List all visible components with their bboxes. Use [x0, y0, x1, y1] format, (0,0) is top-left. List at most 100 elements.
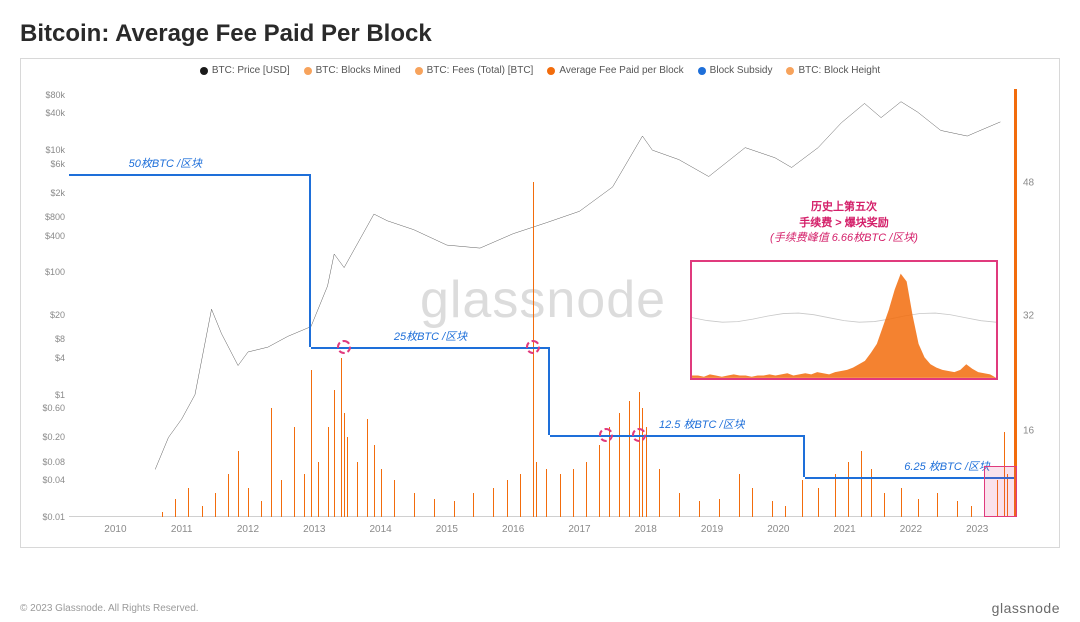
x-axis-tick: 2015	[436, 524, 458, 535]
legend-label: Average Fee Paid per Block	[559, 65, 683, 76]
fee-bar	[261, 501, 262, 517]
legend-item: BTC: Block Height	[786, 65, 880, 76]
inset-grey-line	[692, 313, 996, 322]
y-axis-tick: $0.04	[25, 475, 65, 485]
fee-bar	[520, 474, 521, 517]
x-axis-tick: 2017	[568, 524, 590, 535]
fee-bar	[785, 506, 786, 517]
legend-item: Average Fee Paid per Block	[547, 65, 683, 76]
fee-bar	[414, 493, 415, 517]
y-axis-tick: $2k	[25, 188, 65, 198]
fee-bar	[304, 474, 305, 517]
subsidy-segment	[69, 174, 311, 347]
fee-bar	[901, 488, 902, 517]
chart-frame: BTC: Price [USD] BTC: Blocks Mined BTC: Fe…	[20, 58, 1060, 548]
halving-label: 6.25 枚BTC /区块	[904, 458, 990, 474]
fee-bar	[957, 501, 958, 517]
fee-bar	[473, 493, 474, 517]
y-axis-tick: $20	[25, 310, 65, 320]
inset-title-line1: 历史上第五次	[770, 200, 918, 215]
y-axis-tick: $80k	[25, 90, 65, 100]
legend-swatch	[698, 67, 706, 75]
fee-bar	[175, 499, 176, 517]
fee-bar	[918, 499, 919, 517]
legend-label: BTC: Fees (Total) [BTC]	[427, 65, 534, 76]
annotation-circle	[526, 340, 540, 354]
halving-label: 12.5 枚BTC /区块	[659, 416, 745, 432]
fee-bar	[248, 488, 249, 517]
fee-bar	[347, 437, 348, 517]
y-axis-tick: $1	[25, 390, 65, 400]
fee-bar	[228, 474, 229, 517]
halving-label: 25枚BTC /区块	[394, 328, 467, 344]
chart-container: Bitcoin: Average Fee Paid Per Block BTC:…	[0, 0, 1080, 622]
fee-bar	[215, 493, 216, 517]
fee-bar	[546, 469, 547, 517]
legend-item: BTC: Fees (Total) [BTC]	[415, 65, 534, 76]
x-axis-tick: 2021	[834, 524, 856, 535]
fee-bar	[699, 501, 700, 517]
legend-swatch	[547, 67, 555, 75]
legend-label: Block Subsidy	[710, 65, 773, 76]
x-axis-tick: 2011	[171, 524, 193, 535]
subsidy-segment	[550, 435, 805, 477]
x-axis-tick: 2013	[303, 524, 325, 535]
fee-bar	[802, 480, 803, 517]
x-axis-tick: 2019	[701, 524, 723, 535]
legend-swatch	[304, 67, 312, 75]
y-axis-tick: $100	[25, 267, 65, 277]
fee-bar	[493, 488, 494, 517]
legend-swatch	[415, 67, 423, 75]
legend-item: BTC: Price [USD]	[200, 65, 290, 76]
inset-title: 历史上第五次 手续费 > 爆块奖励 (手续费峰值 6.66枚BTC /区块)	[770, 200, 918, 246]
x-axis-tick: 2018	[635, 524, 657, 535]
fee-bar	[536, 462, 537, 517]
fee-bar	[884, 493, 885, 517]
y-axis-tick: $400	[25, 231, 65, 241]
x-axis-tick: 2022	[900, 524, 922, 535]
fee-bar	[318, 462, 319, 517]
y2-axis-tick: 16	[1023, 426, 1051, 437]
fee-bar	[328, 427, 329, 517]
fee-bar	[679, 493, 680, 517]
legend-label: BTC: Blocks Mined	[316, 65, 401, 76]
fee-bar	[772, 501, 773, 517]
legend-swatch	[200, 67, 208, 75]
chart-title: Bitcoin: Average Fee Paid Per Block	[20, 20, 1060, 48]
y-axis-tick: $800	[25, 212, 65, 222]
fee-bar	[835, 474, 836, 517]
legend-label: BTC: Block Height	[798, 65, 880, 76]
annotation-circle	[337, 340, 351, 354]
inset-chart-svg	[692, 262, 996, 378]
fee-bar	[454, 501, 455, 517]
fee-bar	[188, 488, 189, 517]
x-axis-tick: 2010	[104, 524, 126, 535]
y-axis-tick: $8	[25, 334, 65, 344]
legend-swatch	[786, 67, 794, 75]
fee-bar	[971, 506, 972, 517]
fee-bar	[394, 480, 395, 517]
y-axis-tick: $10k	[25, 145, 65, 155]
inset-fee-area	[692, 274, 996, 378]
x-axis-tick: 2023	[966, 524, 988, 535]
fee-bar	[162, 512, 163, 517]
x-axis-tick: 2020	[767, 524, 789, 535]
fee-bar	[202, 506, 203, 517]
y-axis-tick: $4	[25, 353, 65, 363]
fee-bar	[434, 499, 435, 517]
fee-bar	[357, 462, 358, 517]
y2-axis-tick: 32	[1023, 310, 1051, 321]
annotation-circle	[599, 428, 613, 442]
fee-bar	[294, 427, 295, 517]
copyright-text: © 2023 Glassnode. All Rights Reserved.	[20, 603, 199, 614]
halving-label: 50枚BTC /区块	[129, 155, 202, 171]
fee-bar	[560, 474, 561, 517]
subsidy-segment	[311, 347, 550, 435]
inset-panel	[690, 260, 998, 380]
fee-bar	[271, 408, 272, 517]
fee-bar	[381, 469, 382, 517]
fee-bar	[238, 451, 239, 517]
y-axis-tick: $40k	[25, 108, 65, 118]
fee-bar	[719, 499, 720, 517]
fee-bar	[281, 480, 282, 517]
